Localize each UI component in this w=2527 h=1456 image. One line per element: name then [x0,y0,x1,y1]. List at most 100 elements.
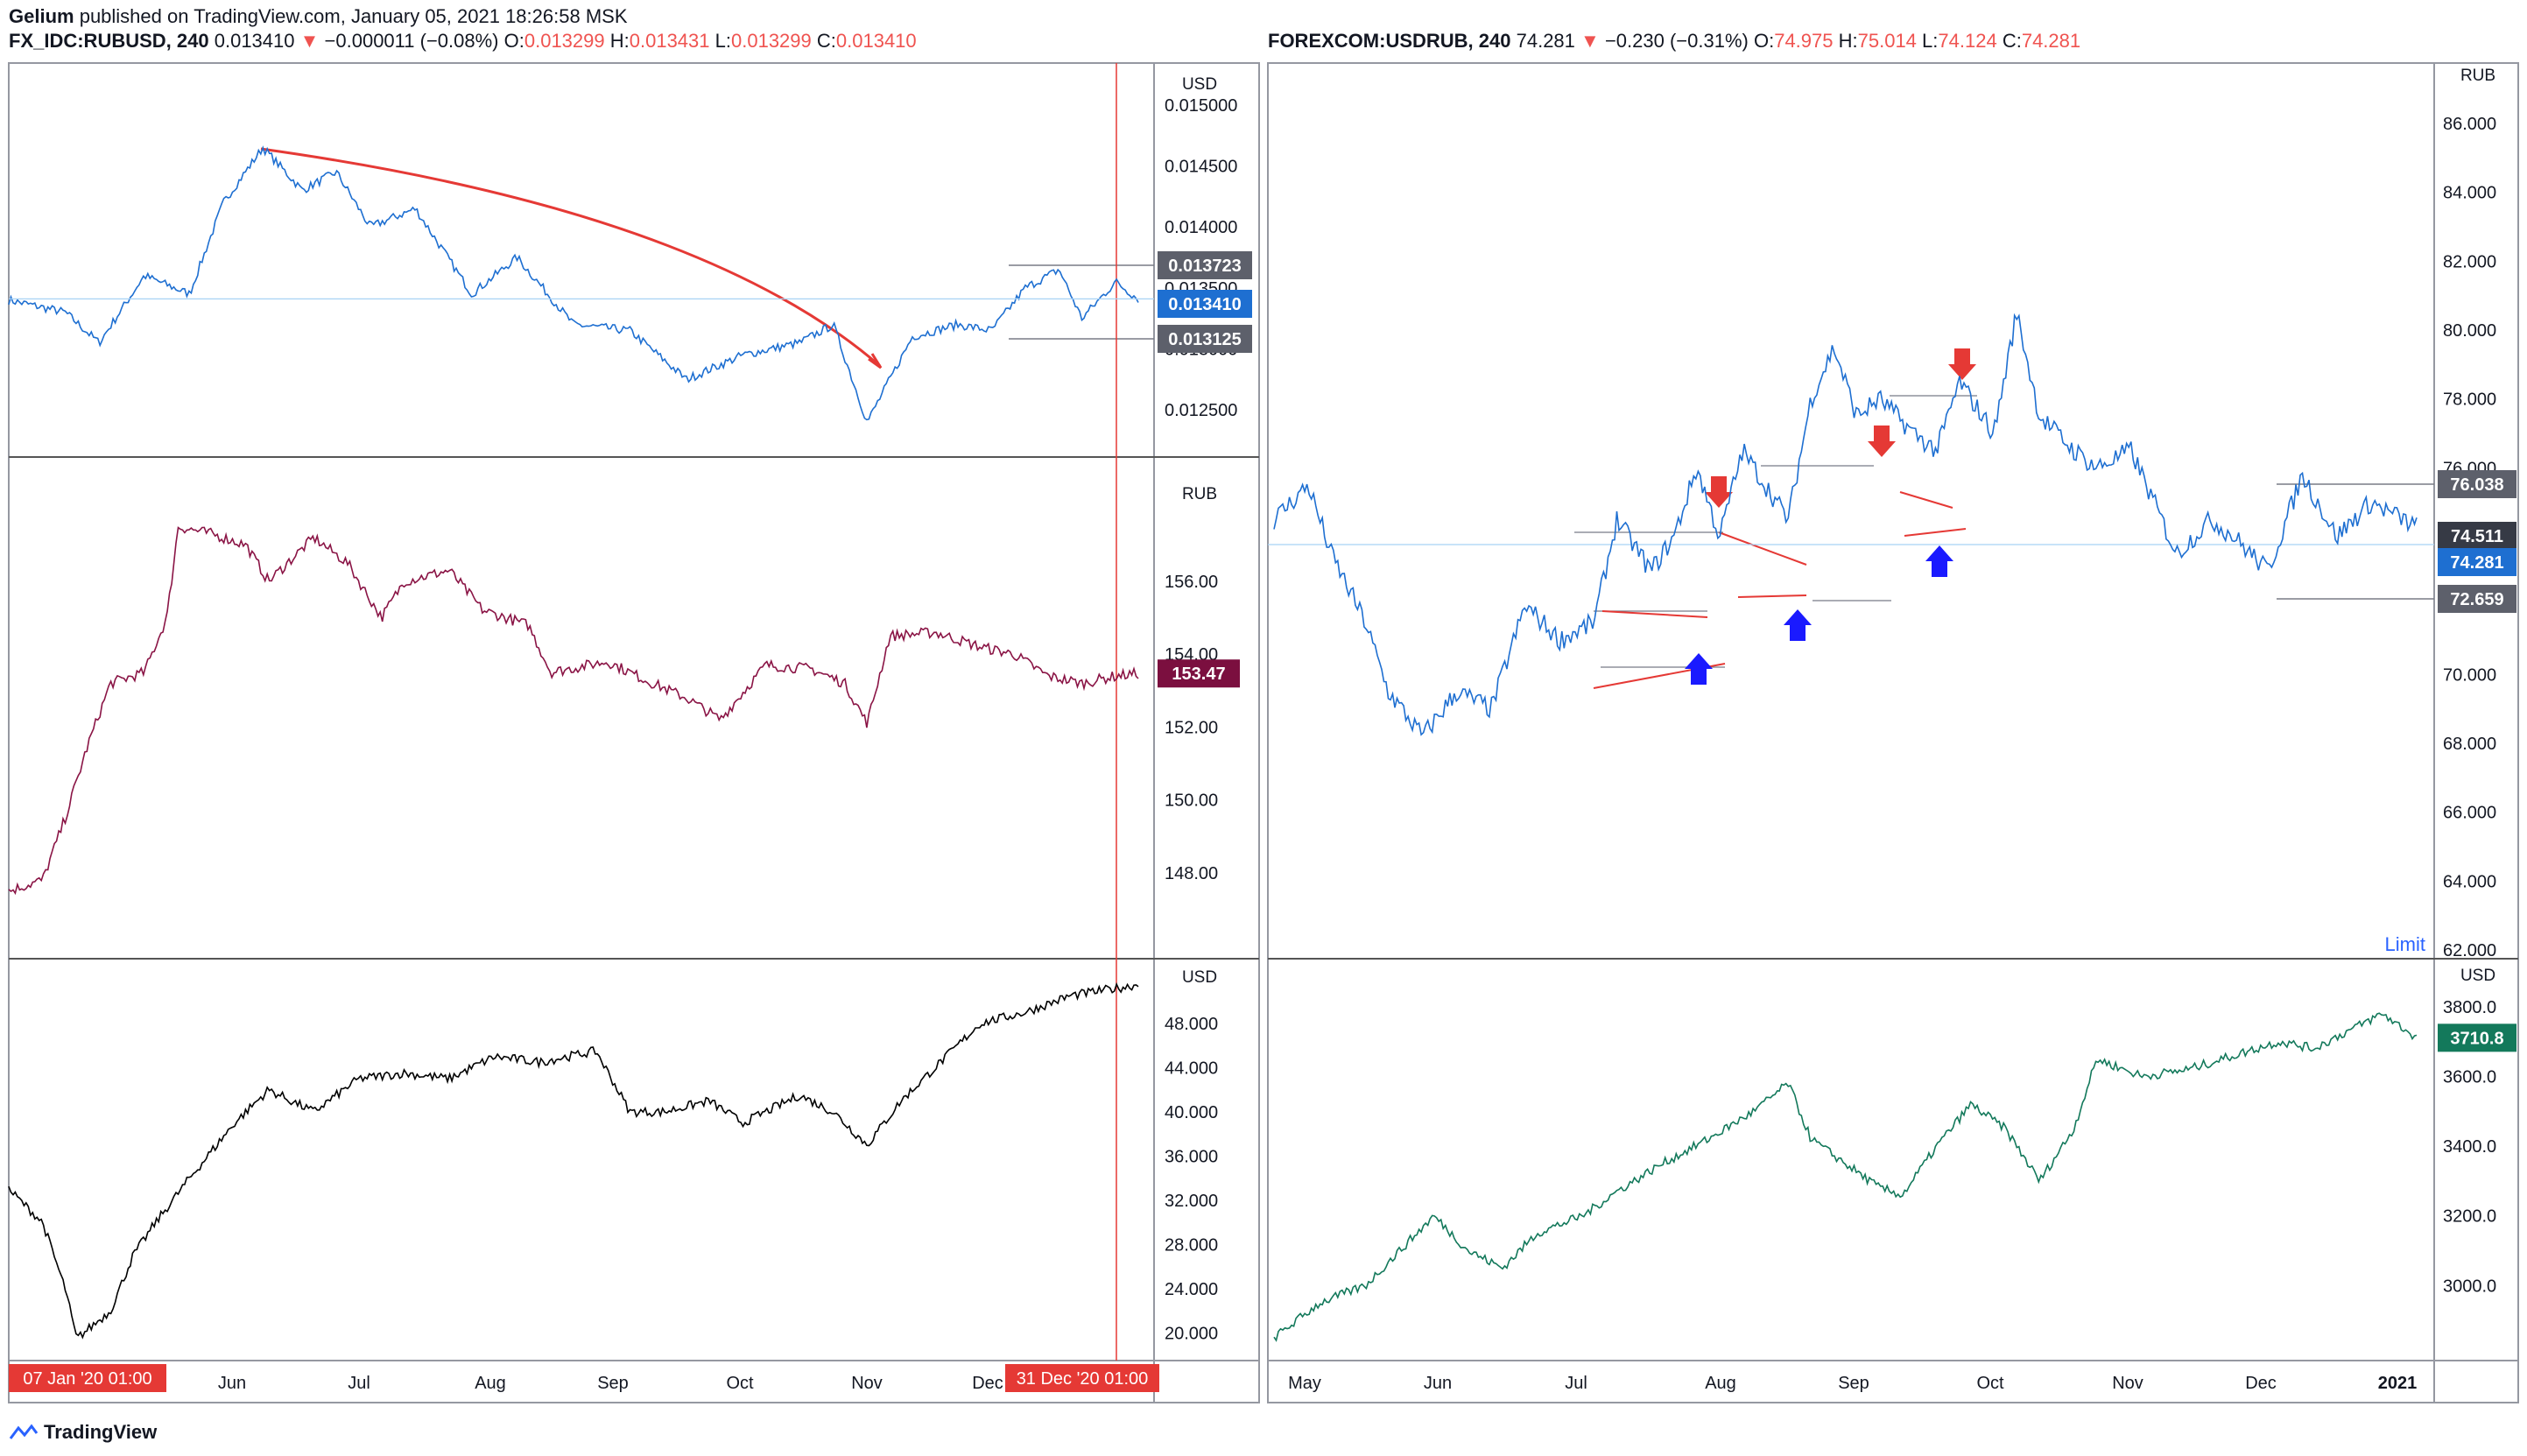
level-badge: 0.013125 [1168,330,1241,349]
left-change: −0.000011 (−0.08%) [324,30,499,52]
level-badge-bg [1158,251,1252,279]
left-c-label: C: [816,30,836,52]
right-change: −0.230 (−0.31%) [1604,30,1749,52]
level-badge: 74.511 [2451,527,2503,546]
tradingview-logo-icon [9,1424,39,1439]
y-tick-label: 70.000 [2443,665,2496,685]
unit-label: RUB [2460,67,2495,85]
published-text: published on TradingView.com, January 05… [79,5,628,27]
left-l-label: L: [714,30,731,52]
x-tick-label: Aug [1705,1374,1736,1393]
last-price-badge: 3710.8 [2450,1029,2503,1048]
y-tick-label: 66.000 [2443,804,2496,823]
series-plots [8,145,2418,1342]
tradingview-brand: TradingView [44,1421,158,1443]
x-tick-label: Aug [475,1374,506,1393]
last-price-badge-bg [2438,548,2516,576]
right-c-label: C: [2002,30,2022,52]
y-tick-label: 0.012500 [1165,401,1237,420]
left-close: 0.013410 [835,30,917,52]
y-tick-label: 148.00 [1165,864,1218,883]
y-tick-label: 3200.0 [2443,1207,2496,1227]
usdrub-channel-upper[interactable] [1718,531,1807,566]
y-tick-label: 20.000 [1165,1325,1218,1344]
y-tick-label: 44.000 [1165,1059,1218,1078]
down-arrow-icon[interactable] [1948,348,1976,380]
x-tick-label: 2021 [2378,1374,2418,1393]
right-close: 74.281 [2021,30,2081,52]
up-arrow-icon[interactable] [1925,545,1953,577]
y-tick-label: 3400.0 [2443,1137,2496,1157]
crosshair-start-date-label: 07 Jan '20 01:00 [23,1369,151,1389]
left-ohlc-header: FX_IDC:RUBUSD, 240 0.013410 ▼ −0.000011 … [9,30,917,53]
x-tick-label: Sep [1838,1374,1869,1393]
y-tick-label: 40.000 [1165,1103,1218,1122]
usdrub-wedge-upper[interactable] [1601,610,1708,618]
x-tick-label: Jun [1424,1374,1452,1393]
left-change-down-arrow-icon: ▼ [299,30,320,52]
usdrub-flag-lower[interactable] [1904,528,1967,537]
author-name[interactable]: Gelium [9,5,74,27]
right-symbol[interactable]: FOREXCOM:USDRUB, 240 [1268,30,1511,52]
y-tick-label: 78.000 [2443,390,2496,410]
y-tick-label: 64.000 [2443,872,2496,891]
y-tick-label: 156.00 [1165,573,1218,592]
series-line [8,981,1139,1340]
x-tick-label: Dec [2245,1374,2277,1393]
right-open: 74.975 [1774,30,1834,52]
left-symbol[interactable]: FX_IDC:RUBUSD, 240 [9,30,209,52]
right-chart-frame [1267,62,2519,1403]
axes-layer: USD0.0150000.0145000.0140000.0135000.013… [1158,67,2516,1344]
left-chart-frame [8,62,1260,1403]
left-low: 0.013299 [731,30,812,52]
right-l-label: L: [1922,30,1939,52]
left-time-axis: Jun Jul Aug Sep Oct Nov Dec 07 Jan '20 0… [9,1364,1159,1393]
last-price-badge-bg [1158,659,1240,688]
x-tick-label: Dec [972,1374,1003,1393]
right-time-axis: May Jun Jul Aug Sep Oct Nov Dec 2021 Lim… [1288,933,2425,1393]
up-arrow-icon[interactable] [1685,653,1713,685]
y-tick-label: 150.00 [1165,791,1218,811]
chart-frames [8,62,2519,1403]
x-tick-label: Oct [726,1374,754,1393]
usdrub-flag-upper[interactable] [1899,491,1953,509]
last-price-badge: 0.013410 [1168,295,1241,314]
level-badge: 72.659 [2450,590,2503,609]
usdrub-channel-lower[interactable] [1737,594,1807,598]
left-open: 0.013299 [524,30,605,52]
publisher-header: Gelium published on TradingView.com, Jan… [9,5,628,28]
crosshair-end-date-label: 31 Dec '20 01:00 [1017,1369,1149,1389]
tradingview-logo[interactable]: TradingView [9,1418,157,1446]
y-tick-label: 36.000 [1165,1148,1218,1167]
level-badge: 0.013723 [1168,257,1241,276]
y-tick-label: 3000.0 [2443,1277,2496,1296]
series-line [8,145,1139,421]
up-arrow-icon[interactable] [1784,609,1812,641]
x-tick-label: Jul [1565,1374,1587,1393]
y-tick-label: 82.000 [2443,252,2496,271]
limit-label: Limit [2385,933,2425,955]
last-price-badge: 74.281 [2450,553,2503,573]
level-badge-bg [2438,585,2516,613]
x-tick-label: Oct [1976,1374,2004,1393]
right-last-price: 74.281 [1516,30,1575,52]
y-tick-label: 84.000 [2443,184,2496,203]
unit-label: USD [1182,75,1217,94]
right-h-label: H: [1838,30,1858,52]
rubusd-trend-curve[interactable] [260,147,881,368]
down-arrow-icon[interactable] [1868,426,1896,457]
y-tick-label: 86.000 [2443,115,2496,134]
unit-label: RUB [1182,485,1217,503]
down-arrow-icon[interactable] [1705,476,1733,508]
y-tick-label: 3800.0 [2443,998,2496,1017]
series-line [1273,313,2418,736]
x-tick-label: Jul [348,1374,370,1393]
y-tick-label: 48.000 [1165,1015,1218,1034]
series-line [1273,1012,2418,1342]
rubusd-trend-arrowhead-icon [868,353,883,369]
crosshair-start-date-badge [9,1364,166,1392]
right-o-label: O: [1753,30,1775,52]
left-o-label: O: [503,30,524,52]
x-tick-label: Sep [597,1374,629,1393]
